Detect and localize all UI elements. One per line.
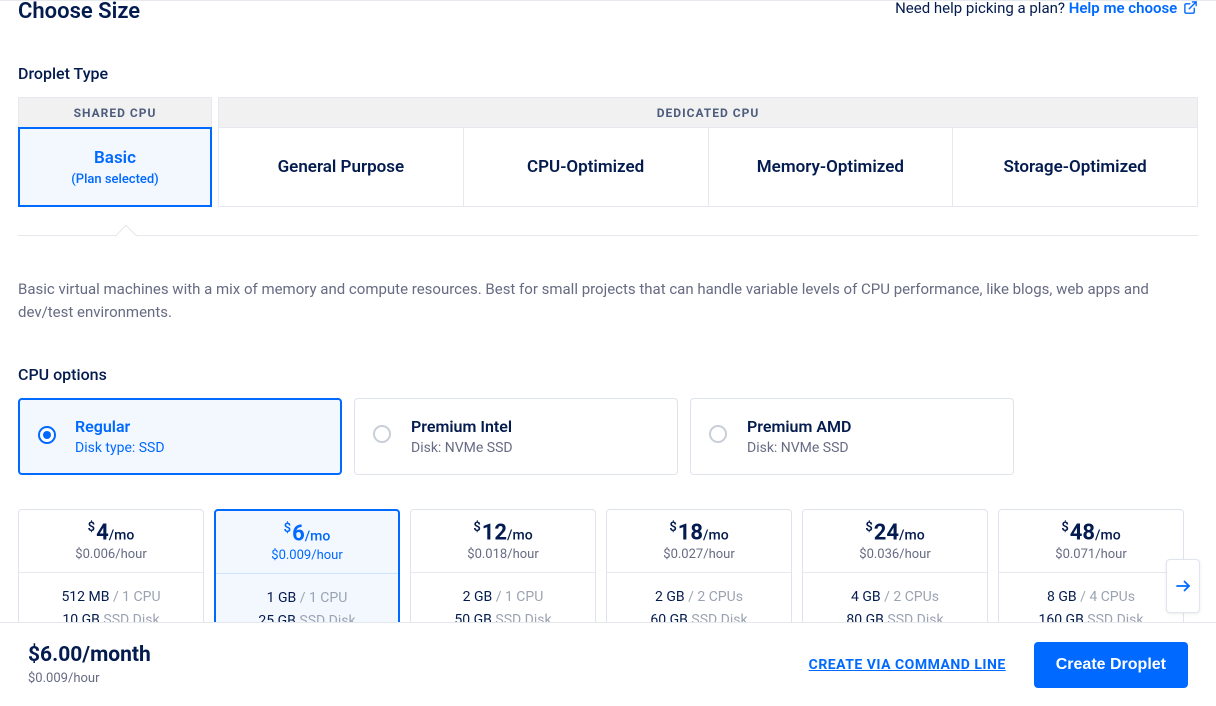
price-monthly: $12/mo bbox=[419, 520, 587, 545]
spec-memory: 8 GB / 4 CPUs bbox=[1007, 587, 1175, 608]
external-link-icon bbox=[1183, 0, 1198, 19]
price-hourly: $0.018/hour bbox=[419, 547, 587, 562]
scroll-right-button[interactable] bbox=[1166, 559, 1200, 613]
cpu-options-label: CPU options bbox=[18, 365, 1198, 384]
spec-memory: 4 GB / 2 CPUs bbox=[811, 587, 979, 608]
footer-bar: $6.00/month $0.009/hour CREATE VIA COMMA… bbox=[0, 622, 1216, 706]
price-hourly: $0.009/hour bbox=[224, 548, 390, 563]
type-tile-dedicated[interactable]: General Purpose bbox=[218, 127, 464, 207]
divider-line bbox=[18, 235, 1198, 236]
type-tile-dedicated[interactable]: CPU-Optimized bbox=[464, 127, 709, 207]
section-title: Choose Size bbox=[18, 0, 140, 24]
cpu-option-card[interactable]: Premium Intel Disk: NVMe SSD bbox=[354, 398, 678, 475]
cpu-options-row: Regular Disk type: SSD Premium Intel Disk: … bbox=[18, 398, 1198, 475]
caret-up-icon bbox=[115, 225, 138, 248]
price-hourly: $0.036/hour bbox=[811, 547, 979, 562]
droplet-type-tabs: SHARED CPU Basic (Plan selected) DEDICAT… bbox=[18, 97, 1198, 207]
price-monthly: $4/mo bbox=[27, 520, 195, 545]
create-droplet-button[interactable]: Create Droplet bbox=[1034, 642, 1188, 688]
cpu-option-disk: Disk: NVMe SSD bbox=[747, 440, 995, 456]
droplet-type-label: Droplet Type bbox=[18, 64, 1198, 83]
type-name: Basic bbox=[94, 148, 136, 168]
arrow-right-icon bbox=[1174, 577, 1192, 595]
radio-icon bbox=[38, 426, 56, 444]
type-tile-dedicated[interactable]: Memory-Optimized bbox=[709, 127, 954, 207]
cpu-option-card[interactable]: Regular Disk type: SSD bbox=[18, 398, 342, 475]
type-tile-dedicated[interactable]: Storage-Optimized bbox=[953, 127, 1198, 207]
cpu-option-card[interactable]: Premium AMD Disk: NVMe SSD bbox=[690, 398, 1014, 475]
type-tile-basic[interactable]: Basic (Plan selected) bbox=[18, 127, 212, 207]
cpu-option-name: Regular bbox=[75, 417, 323, 436]
shared-cpu-head: SHARED CPU bbox=[18, 97, 212, 127]
price-monthly: $48/mo bbox=[1007, 520, 1175, 545]
radio-icon bbox=[709, 425, 727, 443]
create-via-cli-link[interactable]: CREATE VIA COMMAND LINE bbox=[809, 657, 1006, 673]
spec-memory: 512 MB / 1 CPU bbox=[27, 587, 195, 608]
cpu-option-disk: Disk type: SSD bbox=[75, 440, 323, 456]
cpu-option-name: Premium AMD bbox=[747, 417, 995, 436]
price-hourly: $0.006/hour bbox=[27, 547, 195, 562]
radio-icon bbox=[373, 425, 391, 443]
cpu-option-disk: Disk: NVMe SSD bbox=[411, 440, 659, 456]
spec-memory: 2 GB / 1 CPU bbox=[419, 587, 587, 608]
help-me-choose-link[interactable]: Help me choose bbox=[1069, 0, 1198, 17]
cpu-option-name: Premium Intel bbox=[411, 417, 659, 436]
price-monthly: $6/mo bbox=[224, 521, 390, 546]
help-prefix: Need help picking a plan? bbox=[895, 0, 1069, 17]
spec-memory: 1 GB / 1 CPU bbox=[224, 588, 390, 609]
price-hourly: $0.027/hour bbox=[615, 547, 783, 562]
price-hourly: $0.071/hour bbox=[1007, 547, 1175, 562]
dedicated-cpu-head: DEDICATED CPU bbox=[218, 97, 1198, 127]
footer-price: $6.00/month bbox=[28, 643, 151, 667]
price-monthly: $18/mo bbox=[615, 520, 783, 545]
spec-memory: 2 GB / 2 CPUs bbox=[615, 587, 783, 608]
help-text: Need help picking a plan? Help me choose bbox=[895, 0, 1198, 19]
footer-hourly: $0.009/hour bbox=[28, 671, 151, 686]
plan-description: Basic virtual machines with a mix of mem… bbox=[18, 278, 1198, 325]
price-monthly: $24/mo bbox=[811, 520, 979, 545]
plan-selected-note: (Plan selected) bbox=[71, 172, 158, 187]
